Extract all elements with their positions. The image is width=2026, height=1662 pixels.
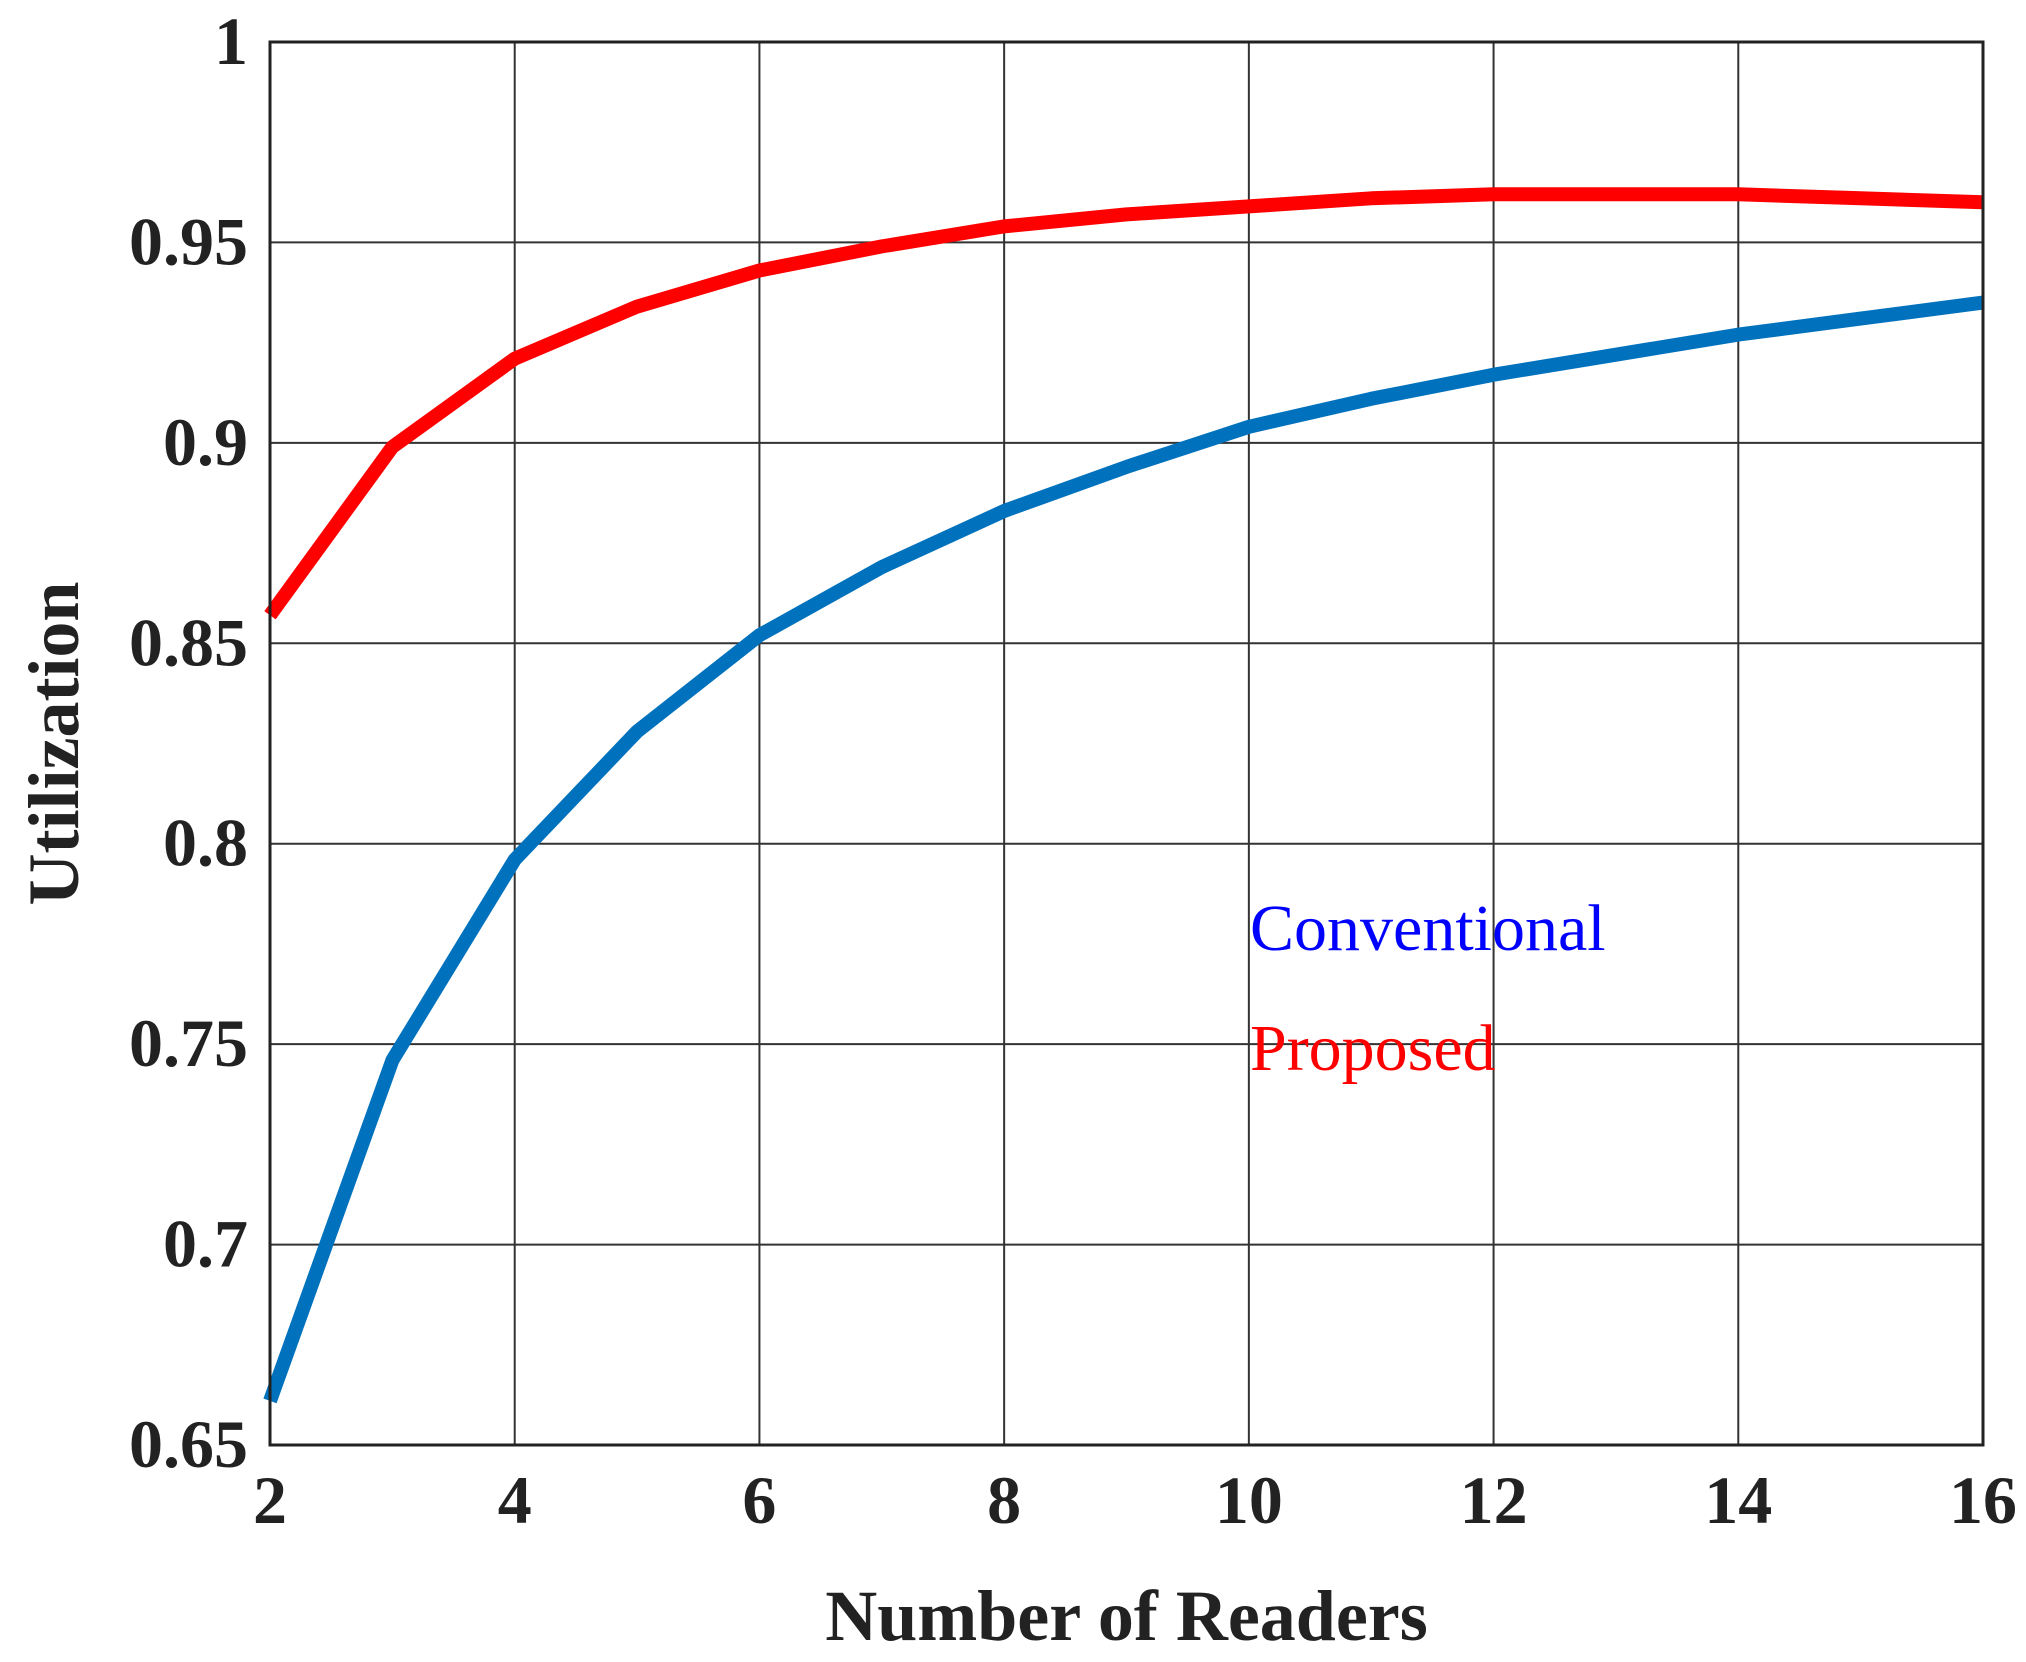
y-tick-label: 0.7 [163, 1206, 248, 1282]
y-tick-label: 0.65 [129, 1406, 248, 1482]
y-tick-label: 0.85 [129, 604, 248, 680]
x-tick-labels: 2 4 6 8 10 12 14 16 [253, 1462, 2017, 1538]
x-tick-label: 6 [742, 1462, 776, 1538]
series-line-conventional [263, 295, 1984, 1404]
legend-entry-conventional: Conventional [1250, 892, 1606, 965]
legend: Conventional Proposed [1250, 892, 1606, 1085]
y-tick-labels: 0.65 0.7 0.75 0.8 0.85 0.9 0.95 1 [129, 3, 248, 1482]
x-tick-label: 2 [253, 1462, 287, 1538]
y-tick-label: 0.9 [163, 404, 248, 480]
series-line-proposed [264, 187, 1984, 620]
y-tick-label: 0.75 [129, 1005, 248, 1081]
series-lines [263, 187, 1984, 1404]
y-tick-label: 1 [214, 3, 248, 79]
x-tick-label: 10 [1215, 1462, 1283, 1538]
grid-lines [269, 41, 1984, 1446]
y-tick-label: 0.95 [129, 203, 248, 279]
x-tick-label: 4 [498, 1462, 532, 1538]
plot-frame [268, 40, 1985, 1447]
x-tick-label: 8 [987, 1462, 1021, 1538]
legend-entry-proposed: Proposed [1250, 1012, 1496, 1085]
x-tick-label: 16 [1949, 1462, 2017, 1538]
y-axis-label: Utilization [14, 582, 94, 906]
x-tick-label: 12 [1460, 1462, 1528, 1538]
x-tick-label: 14 [1704, 1462, 1772, 1538]
y-tick-label: 0.8 [163, 805, 248, 881]
x-axis-label: Number of Readers [825, 1576, 1428, 1656]
